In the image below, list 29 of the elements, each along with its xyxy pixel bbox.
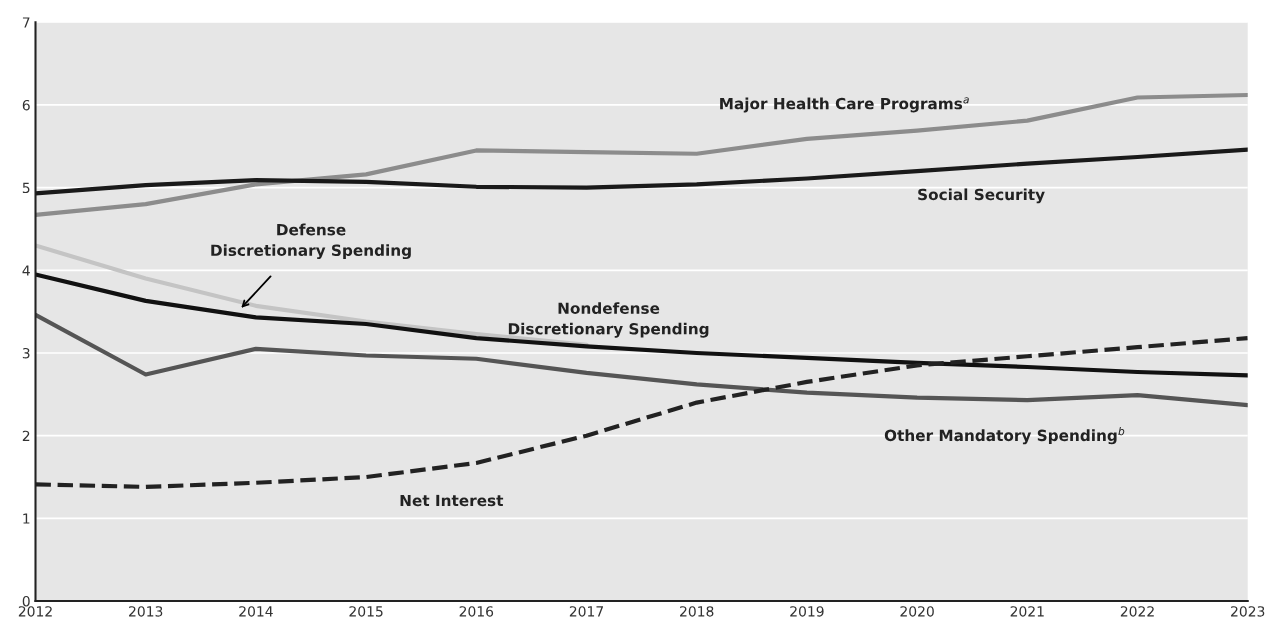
- text: Defense Discretionary Spending: [211, 223, 411, 260]
- x-tick-label: 2014: [239, 606, 273, 617]
- y-tick-label: 6: [22, 99, 30, 111]
- x-tick-label: 2021: [1010, 606, 1044, 617]
- x-tick-label: 2018: [680, 606, 714, 617]
- series-label: Nondefense Discretionary Spending: [508, 302, 709, 338]
- line-series: [35, 272, 1248, 378]
- x-tick-label: 2013: [129, 606, 163, 617]
- line-series: [35, 92, 1248, 217]
- x-tick-label: 2015: [349, 606, 383, 617]
- y-tick-label: 1: [23, 513, 30, 524]
- y-tick-label: 3: [22, 347, 30, 359]
- series-label: Social Security: [918, 188, 1045, 204]
- x-tick-label: 2023: [1231, 606, 1265, 617]
- y-tick-label: 2: [22, 430, 30, 441]
- series-label: Major Health Care Programs$^{a}$: [720, 97, 969, 113]
- y-tick-label: 4: [22, 265, 30, 276]
- x-tick-label: 2020: [900, 606, 934, 617]
- y-tick-label: 0: [22, 595, 30, 607]
- series-label: Net Interest: [400, 494, 504, 507]
- x-tick-label: 2022: [1120, 606, 1154, 617]
- x-tick-label: 2012: [18, 606, 52, 617]
- x-tick-label: 2017: [569, 606, 603, 617]
- x-tick-label: 2016: [459, 606, 494, 617]
- y-tick-label: 5: [22, 182, 30, 194]
- line-series: [35, 312, 1248, 408]
- y-tick-label: 7: [22, 17, 30, 28]
- text: Other Mandatory Spending$^{b}$: [884, 426, 1125, 445]
- x-tick-label: 2019: [790, 606, 824, 617]
